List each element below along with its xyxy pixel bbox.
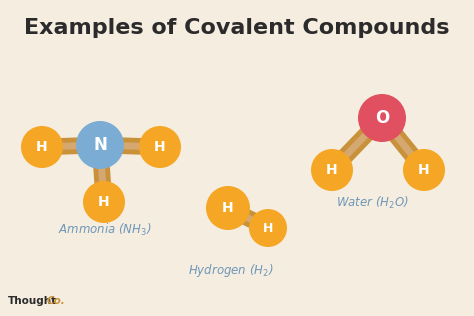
Circle shape [311, 149, 353, 191]
Text: Ammonia (NH$_3$): Ammonia (NH$_3$) [58, 222, 152, 238]
Circle shape [83, 181, 125, 223]
Text: Co.: Co. [47, 296, 66, 306]
Circle shape [358, 94, 406, 142]
Text: Water (H$_2$O): Water (H$_2$O) [336, 195, 409, 211]
Text: H: H [418, 163, 430, 177]
Circle shape [249, 209, 287, 247]
Circle shape [206, 186, 250, 230]
Text: H: H [222, 201, 234, 215]
Text: Examples of Covalent Compounds: Examples of Covalent Compounds [24, 18, 450, 38]
Text: H: H [36, 140, 48, 154]
Circle shape [76, 121, 124, 169]
Circle shape [21, 126, 63, 168]
Text: Hydrogen (H$_2$): Hydrogen (H$_2$) [188, 262, 273, 279]
Text: H: H [154, 140, 166, 154]
Text: H: H [263, 222, 273, 234]
Text: Thought: Thought [8, 296, 57, 306]
Text: H: H [326, 163, 338, 177]
Text: O: O [375, 109, 389, 127]
Text: H: H [98, 195, 110, 209]
Circle shape [403, 149, 445, 191]
Text: N: N [93, 136, 107, 154]
Circle shape [139, 126, 181, 168]
